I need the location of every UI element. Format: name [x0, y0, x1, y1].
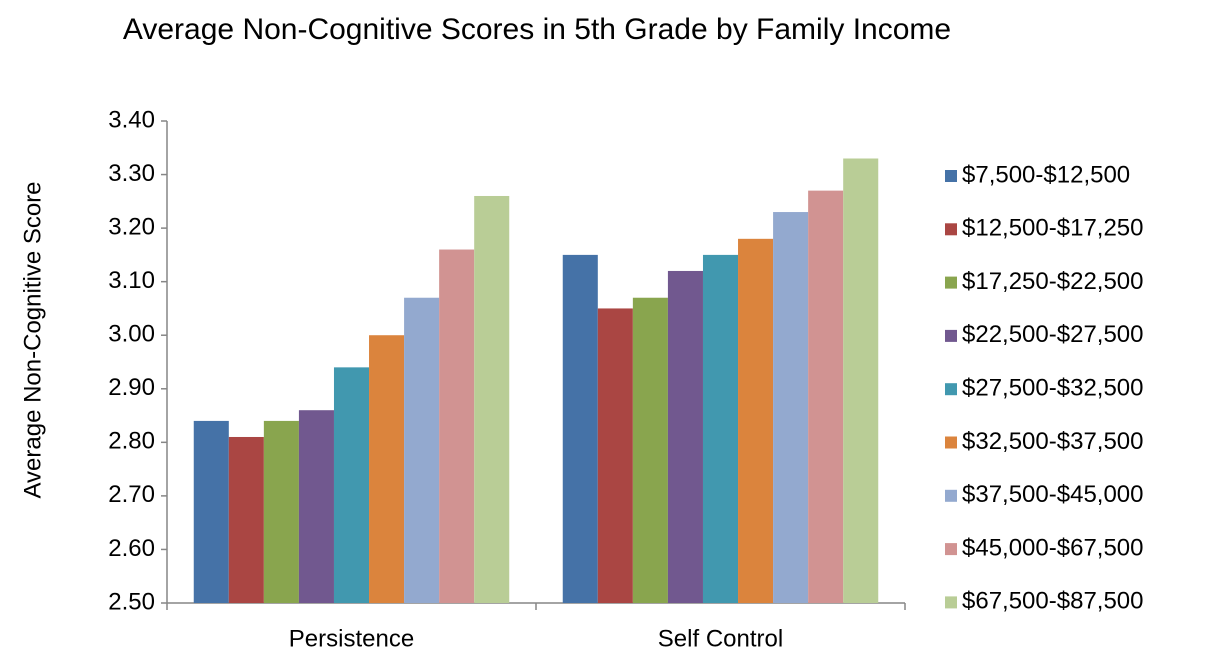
- y-tick-label: 2.60: [108, 535, 155, 562]
- legend-label: $7,500-$12,500: [962, 161, 1130, 188]
- legend-label: $27,500-$32,500: [962, 375, 1144, 402]
- bar: [404, 297, 440, 603]
- bar: [702, 254, 739, 603]
- y-tick-label: 3.40: [108, 106, 155, 133]
- legend-label: $67,500-$87,500: [962, 588, 1144, 615]
- bar: [228, 436, 264, 603]
- legend-swatch: [945, 543, 957, 556]
- bar: [773, 212, 809, 604]
- x-tick-label: Self Control: [658, 625, 783, 652]
- legend-label: $45,000-$67,500: [962, 534, 1144, 561]
- y-tick-label: 2.70: [108, 481, 155, 508]
- legend-swatch: [945, 223, 957, 236]
- bar: [298, 410, 334, 603]
- bar: [263, 420, 299, 603]
- bar: [369, 335, 405, 603]
- bar: [597, 308, 633, 603]
- legend-swatch: [945, 383, 957, 396]
- y-tick-label: 2.90: [108, 374, 155, 401]
- y-tick-label: 3.20: [108, 213, 155, 240]
- legend-label: $37,500-$45,000: [962, 481, 1144, 508]
- legend-label: $32,500-$37,500: [962, 428, 1144, 455]
- bar: [738, 238, 774, 604]
- legend-swatch: [945, 170, 957, 182]
- y-tick-label: 3.10: [108, 267, 155, 294]
- bar: [808, 190, 844, 603]
- y-tick-label: 3.00: [108, 321, 155, 348]
- bar: [474, 195, 510, 603]
- legend-swatch: [945, 596, 957, 609]
- bar: [562, 254, 598, 603]
- bar: [667, 270, 703, 603]
- bar: [843, 158, 879, 603]
- chart-title: Average Non-Cognitive Scores in 5th Grad…: [122, 13, 952, 46]
- legend-swatch: [945, 329, 957, 342]
- legend-swatch: [945, 489, 957, 502]
- y-tick-label: 2.80: [108, 428, 155, 455]
- bar: [333, 367, 370, 603]
- legend-swatch: [945, 276, 957, 289]
- x-tick-label: Persistence: [289, 625, 414, 652]
- bar: [439, 249, 475, 604]
- bar: [193, 420, 229, 603]
- legend-swatch: [945, 436, 957, 449]
- y-tick-label: 3.30: [108, 160, 155, 187]
- legend-label: $12,500-$17,250: [962, 215, 1144, 242]
- legend-label: $22,500-$27,500: [962, 321, 1144, 348]
- legend-label: $17,250-$22,500: [962, 268, 1144, 295]
- bar: [632, 297, 668, 603]
- y-axis-label: Average Non-Cognitive Score: [19, 181, 46, 498]
- y-tick-label: 2.50: [108, 588, 155, 615]
